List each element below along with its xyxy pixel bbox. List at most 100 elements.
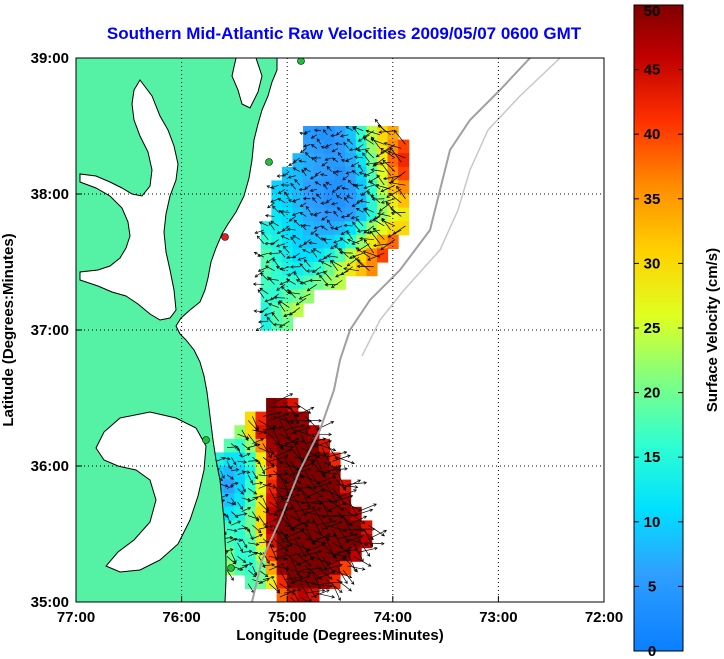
velocity-cell: [281, 166, 294, 181]
velocity-vector-head: [271, 426, 276, 430]
velocity-cell: [297, 588, 309, 602]
velocity-vector: [376, 148, 391, 158]
velocity-vector-head: [318, 258, 322, 262]
velocity-vector: [299, 160, 307, 163]
velocity-vector: [287, 270, 296, 277]
velocity-vector-head: [259, 580, 264, 584]
velocity-cell: [260, 316, 272, 331]
velocity-cell: [387, 234, 399, 249]
velocity-cell: [292, 221, 304, 236]
velocity-vector: [262, 497, 269, 511]
velocity-cell: [260, 221, 272, 236]
colorbar-tick-label: 40: [644, 126, 661, 143]
velocity-vector: [226, 501, 235, 505]
velocity-vector-head: [349, 522, 353, 527]
velocity-cell: [281, 289, 294, 304]
velocity-vector: [351, 161, 360, 167]
velocity-cell: [281, 221, 294, 236]
velocity-vector: [305, 589, 325, 594]
velocity-vector-head: [363, 239, 368, 243]
velocity-vector-head: [311, 541, 315, 545]
velocity-vector-head: [320, 237, 325, 241]
velocity-vector-head: [294, 179, 298, 183]
velocity-vector: [258, 461, 265, 475]
velocity-cell: [308, 425, 320, 440]
velocity-vector: [326, 579, 343, 593]
velocity-vector: [347, 256, 360, 267]
velocity-vector-head: [290, 527, 294, 532]
velocity-vector-head: [349, 531, 353, 536]
velocity-vector: [230, 456, 237, 465]
velocity-cell: [324, 153, 336, 168]
velocity-vector: [290, 183, 296, 190]
colorbar-tick-label: 0: [648, 643, 656, 659]
velocity-cell: [345, 248, 357, 263]
velocity-vector-head: [295, 438, 300, 442]
velocity-vector-head: [320, 201, 324, 205]
velocity-cell: [355, 166, 367, 181]
velocity-vector: [333, 239, 343, 244]
velocity-vector-head: [373, 162, 377, 167]
velocity-cell: [271, 302, 283, 317]
velocity-vector: [297, 256, 307, 261]
velocity-vector: [290, 519, 310, 530]
velocity-cell: [340, 534, 352, 549]
velocity-vector: [352, 202, 360, 207]
velocity-vector-head: [302, 248, 306, 253]
velocity-vector: [345, 126, 353, 132]
velocity-vector: [349, 252, 364, 259]
velocity-vector: [300, 550, 322, 557]
velocity-vector-head: [312, 197, 316, 201]
velocity-vector: [315, 181, 322, 186]
velocity-vector-head: [329, 584, 334, 588]
velocity-vector: [276, 243, 286, 247]
velocity-vector-head: [390, 211, 395, 215]
velocity-vector-head: [318, 531, 322, 535]
velocity-vector: [287, 228, 296, 231]
velocity-vector-head: [323, 129, 327, 133]
velocity-vector-head: [306, 574, 311, 579]
velocity-vector-head: [235, 481, 239, 486]
velocity-vector: [325, 538, 336, 559]
velocity-vector-head: [254, 475, 258, 480]
velocity-vector: [258, 474, 272, 477]
velocity-vector: [257, 252, 269, 257]
velocity-vector-head: [291, 212, 296, 217]
velocity-vector-head: [243, 512, 248, 516]
velocity-vector-head: [370, 536, 374, 541]
velocity-vector: [258, 320, 269, 323]
velocity-vector-head: [308, 485, 313, 490]
velocity-vector: [296, 297, 307, 306]
velocity-vector-head: [348, 588, 352, 592]
velocity-vector: [299, 132, 307, 136]
velocity-vector: [283, 511, 293, 531]
velocity-vector-head: [297, 405, 301, 409]
velocity-vector: [377, 124, 391, 136]
velocity-vector: [321, 225, 328, 231]
velocity-vector: [290, 575, 310, 584]
velocity-vector-head: [305, 151, 309, 156]
velocity-vector-head: [308, 419, 313, 423]
velocity-cell: [387, 153, 399, 168]
velocity-cell: [281, 262, 294, 277]
velocity-cell: [324, 221, 336, 236]
velocity-vector: [366, 130, 381, 136]
velocity-vector: [357, 265, 374, 268]
velocity-cell: [266, 411, 278, 426]
velocity-vector-head: [290, 236, 294, 240]
velocity-cell: [313, 180, 325, 195]
velocity-cell: [361, 520, 373, 535]
radar-site-marker: [227, 564, 235, 572]
velocity-vector: [294, 443, 304, 463]
velocity-vector-head: [363, 185, 368, 190]
velocity-vector-head: [377, 124, 382, 129]
velocity-vector: [283, 470, 302, 484]
velocity-vector: [356, 208, 364, 213]
velocity-vector: [216, 457, 226, 462]
velocity-vector: [289, 216, 296, 222]
velocity-vector: [230, 497, 236, 505]
velocity-cell: [281, 302, 294, 317]
velocity-vector: [315, 535, 337, 540]
velocity-cell: [387, 126, 399, 141]
velocity-vector-head: [328, 439, 333, 444]
